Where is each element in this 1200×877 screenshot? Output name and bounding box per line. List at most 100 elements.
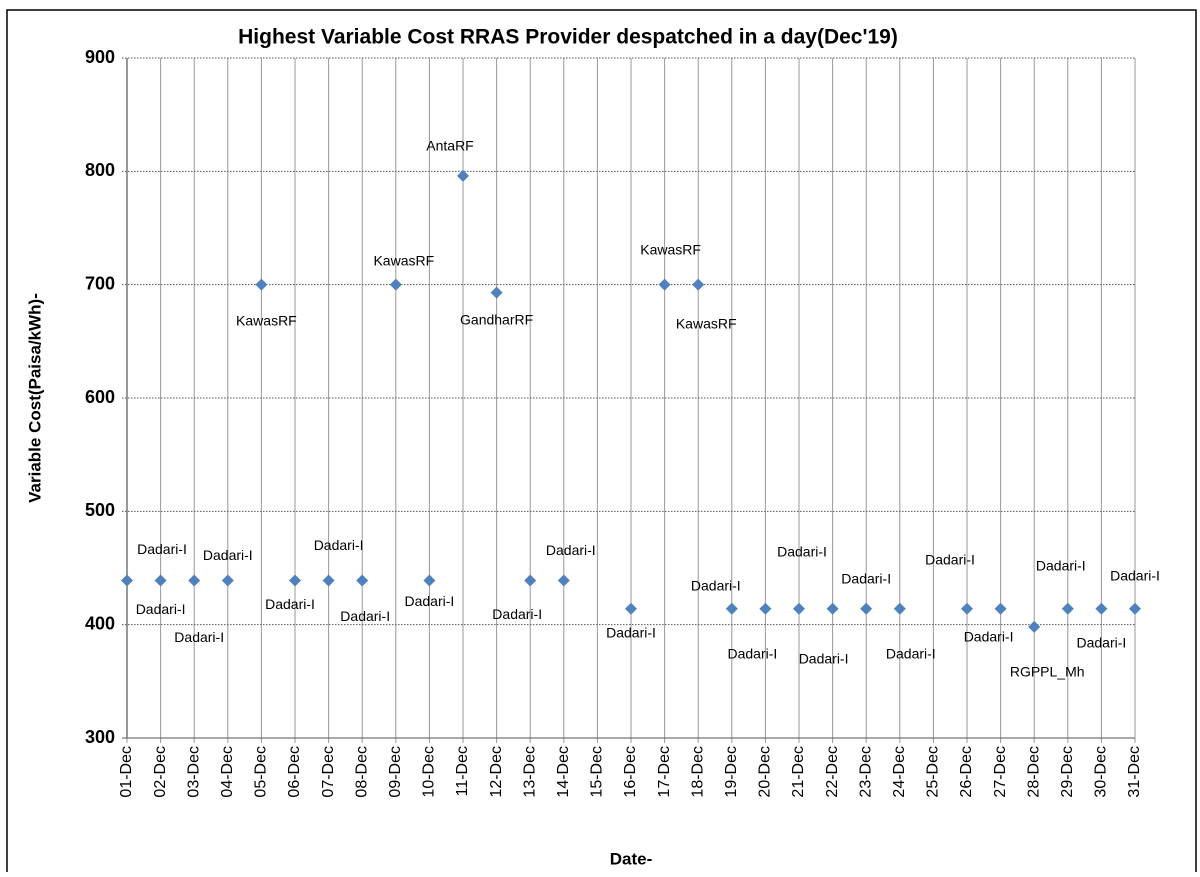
y-tick-label: 400 [85, 613, 115, 633]
marker [994, 602, 1007, 615]
data-label: Dadari-I [174, 629, 224, 645]
x-tick-label: 11-Dec [454, 746, 471, 796]
x-tick-label: 10-Dec [421, 746, 438, 798]
x-tick-label: 29-Dec [1059, 746, 1076, 798]
marker [725, 602, 738, 615]
x-tick-label: 27-Dec [992, 746, 1009, 798]
data-label: Dadari-I [841, 571, 891, 587]
y-tick-label: 900 [85, 47, 115, 67]
data-label: Dadari-I [691, 578, 741, 594]
x-tick-label: 20-Dec [757, 746, 774, 798]
data-label: Dadari-I [405, 593, 455, 609]
data-label: Dadari-I [1036, 558, 1086, 574]
marker [1095, 602, 1108, 615]
marker [121, 574, 133, 587]
y-tick-label: 800 [85, 160, 115, 180]
marker [1028, 620, 1041, 633]
data-label: GandharRF [460, 311, 533, 327]
marker [389, 278, 402, 291]
x-axis-label: Date- [610, 849, 653, 868]
data-label: Dadari-I [492, 606, 542, 622]
x-tick-label: 05-Dec [253, 746, 270, 798]
marker [322, 574, 335, 587]
data-label: Dadari-I [728, 646, 778, 662]
x-tick-label: 26-Dec [958, 746, 975, 798]
marker [961, 602, 973, 615]
marker [692, 278, 705, 291]
marker [255, 278, 268, 291]
data-label: RGPPL_Mh [1010, 664, 1085, 680]
data-label: AntaRF [426, 138, 473, 154]
marker [188, 574, 201, 587]
data-label: Dadari-I [799, 651, 849, 667]
x-tick-label: 16-Dec [622, 746, 639, 798]
marker [490, 286, 503, 299]
marker [557, 574, 570, 587]
marker [625, 602, 637, 615]
data-label: Dadari-I [546, 542, 596, 558]
chart-title: Highest Variable Cost RRAS Provider desp… [238, 26, 898, 49]
x-tick-label: 24-Dec [891, 746, 908, 798]
marker [826, 602, 839, 615]
data-label: Dadari-I [314, 537, 364, 553]
data-label: Dadari-I [777, 544, 827, 560]
x-tick-label: 25-Dec [925, 746, 942, 798]
y-axis-label: Variable Cost(Paisa/kWh)- [25, 293, 44, 503]
marker [423, 574, 436, 587]
x-tick-label: 21-Dec [790, 746, 807, 798]
x-tick-label: 02-Dec [152, 746, 169, 798]
marker [893, 602, 906, 615]
chart-border [6, 9, 1197, 877]
x-tick-label: 23-Dec [857, 746, 874, 798]
marker [524, 574, 537, 587]
marker [154, 574, 167, 587]
data-label: Dadari-I [136, 601, 186, 617]
x-tick-label: 14-Dec [555, 746, 572, 798]
marker [1061, 602, 1074, 615]
x-tick-label: 15-Dec [589, 746, 606, 798]
x-tick-label: 07-Dec [320, 746, 337, 798]
y-tick-label: 700 [85, 273, 115, 293]
x-tick-label: 31-Dec [1126, 746, 1143, 798]
x-tick-label: 28-Dec [1025, 746, 1042, 798]
data-label: Dadari-I [606, 625, 656, 641]
marker [793, 602, 805, 615]
data-label: Dadari-I [1077, 635, 1127, 651]
x-tick-label: 06-Dec [286, 746, 303, 798]
x-tick-label: 17-Dec [656, 746, 673, 798]
y-tick-label: 300 [85, 727, 115, 747]
marker [860, 602, 873, 615]
x-tick-label: 08-Dec [353, 746, 370, 798]
y-tick-label: 600 [85, 387, 115, 407]
x-tick-label: 04-Dec [219, 746, 236, 798]
data-label: Dadari-I [340, 608, 390, 624]
x-tick-label: 01-Dec [118, 746, 135, 798]
marker [1129, 602, 1141, 615]
data-label: Dadari-I [886, 646, 936, 662]
x-tick-label: 09-Dec [387, 746, 404, 798]
data-label: Dadari-I [1110, 568, 1160, 584]
marker [759, 602, 772, 615]
x-tick-label: 03-Dec [185, 746, 202, 798]
data-label: Dadari-I [265, 596, 315, 612]
marker [289, 574, 301, 587]
x-tick-label: 30-Dec [1093, 746, 1110, 798]
marker [658, 278, 671, 291]
data-label: KawasRF [373, 252, 434, 268]
data-label: KawasRF [640, 241, 701, 257]
y-tick-label: 500 [85, 500, 115, 520]
x-tick-label: 22-Dec [824, 746, 841, 798]
data-label: KawasRF [236, 312, 297, 328]
x-tick-label: 12-Dec [488, 746, 505, 798]
x-tick-label: 13-Dec [521, 746, 538, 798]
data-label: Dadari-I [964, 629, 1014, 645]
marker [457, 169, 469, 182]
marker [356, 574, 369, 587]
data-label: Dadari-I [203, 547, 253, 563]
marker [221, 574, 234, 587]
x-tick-label: 19-Dec [723, 746, 740, 798]
x-tick-label: 18-Dec [689, 746, 706, 798]
data-label: KawasRF [676, 315, 737, 331]
data-label: Dadari-I [137, 541, 187, 557]
